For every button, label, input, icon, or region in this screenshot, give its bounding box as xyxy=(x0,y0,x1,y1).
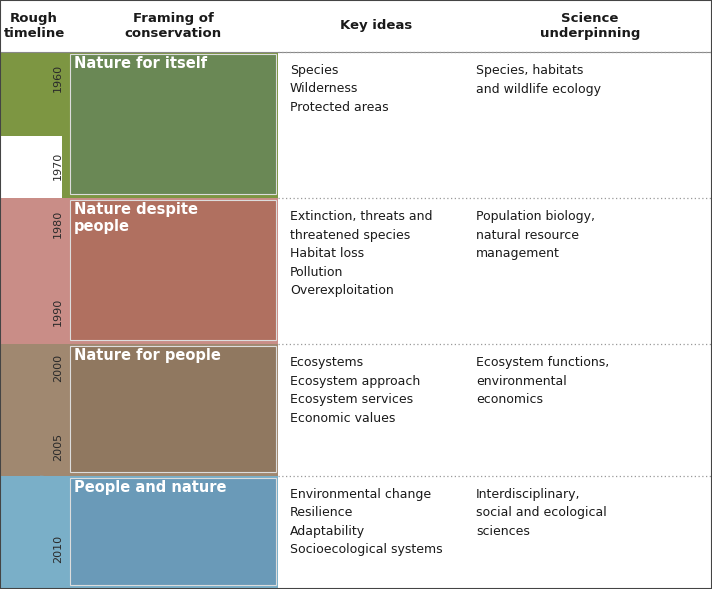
Wedge shape xyxy=(50,344,100,394)
Text: Nature for people: Nature for people xyxy=(74,348,221,363)
Bar xyxy=(0,198,278,344)
Text: Environmental change
Resilience
Adaptability
Socioecological systems: Environmental change Resilience Adaptabi… xyxy=(290,488,443,556)
Text: 2005: 2005 xyxy=(53,433,63,461)
Bar xyxy=(0,136,62,198)
Text: Ecosystem functions,
environmental
economics: Ecosystem functions, environmental econo… xyxy=(476,356,609,406)
Bar xyxy=(0,476,40,516)
Bar xyxy=(0,198,278,344)
Text: Species, habitats
and wildlife ecology: Species, habitats and wildlife ecology xyxy=(476,64,601,95)
Text: Species
Wilderness
Protected areas: Species Wilderness Protected areas xyxy=(290,64,389,114)
Text: 1980: 1980 xyxy=(53,210,63,239)
Wedge shape xyxy=(40,476,80,516)
Text: Framing of
conservation: Framing of conservation xyxy=(125,12,221,40)
Text: 1990: 1990 xyxy=(53,298,63,326)
Text: People and nature: People and nature xyxy=(74,479,226,495)
Bar xyxy=(0,52,278,198)
Bar xyxy=(70,200,276,340)
Wedge shape xyxy=(0,436,40,476)
Bar xyxy=(0,476,278,589)
Text: Nature for itself: Nature for itself xyxy=(74,56,207,71)
Text: 2010: 2010 xyxy=(53,535,63,564)
Text: Science
underpinning: Science underpinning xyxy=(540,12,640,40)
Wedge shape xyxy=(0,136,62,198)
Text: Nature despite
people: Nature despite people xyxy=(74,202,198,234)
Wedge shape xyxy=(0,294,50,344)
Text: Interdisciplinary,
social and ecological
sciences: Interdisciplinary, social and ecological… xyxy=(476,488,607,538)
Text: 1970: 1970 xyxy=(53,152,63,180)
Text: Key ideas: Key ideas xyxy=(340,19,413,32)
Bar xyxy=(0,0,712,52)
Bar xyxy=(0,282,50,344)
Bar xyxy=(0,344,278,476)
Text: 2000: 2000 xyxy=(53,354,63,382)
Bar xyxy=(0,344,50,394)
Wedge shape xyxy=(62,198,124,260)
Bar xyxy=(70,478,276,585)
Bar xyxy=(70,54,276,194)
Bar xyxy=(0,344,278,476)
Text: Extinction, threats and
threatened species
Habitat loss
Pollution
Overexploitati: Extinction, threats and threatened speci… xyxy=(290,210,432,297)
Bar xyxy=(0,198,62,260)
Text: Rough
timeline: Rough timeline xyxy=(4,12,65,40)
Text: Population biology,
natural resource
management: Population biology, natural resource man… xyxy=(476,210,595,260)
Bar xyxy=(0,413,40,476)
Bar xyxy=(0,476,278,589)
Text: 1960: 1960 xyxy=(53,64,63,92)
Text: Ecosystems
Ecosystem approach
Ecosystem services
Economic values: Ecosystems Ecosystem approach Ecosystem … xyxy=(290,356,420,425)
Bar xyxy=(70,346,276,472)
